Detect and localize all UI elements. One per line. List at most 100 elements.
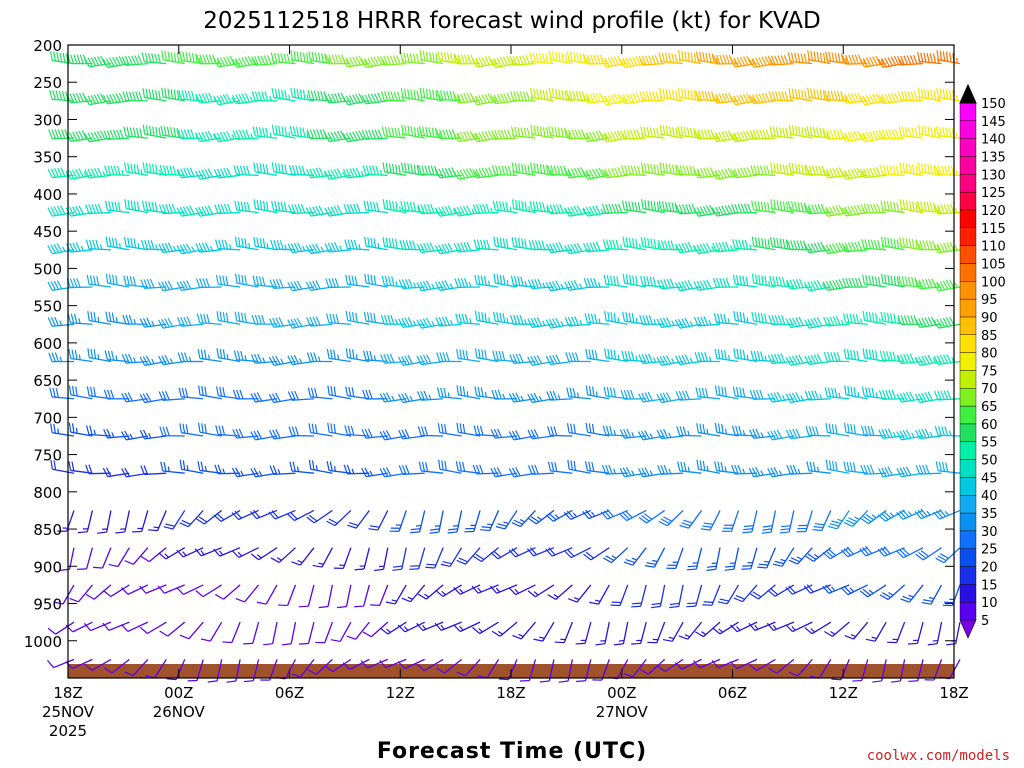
wind-barb-feather — [58, 90, 63, 101]
wind-barb-feather — [623, 561, 634, 566]
wind-barb-feather — [306, 516, 315, 524]
wind-barb-staff — [107, 137, 130, 141]
wind-barb — [491, 165, 518, 176]
wind-barb-feather — [166, 165, 170, 175]
wind-barb-feather — [847, 206, 853, 216]
wind-barb-feather — [937, 165, 942, 175]
wind-barb-feather — [213, 96, 219, 106]
wind-barb-feather — [877, 276, 881, 287]
wind-barb-feather — [244, 275, 247, 285]
wind-barb-feather — [311, 51, 315, 62]
wind-barb-feather — [421, 461, 426, 472]
wind-barb-staff — [709, 510, 721, 531]
wind-barb-feather — [327, 242, 333, 252]
wind-barb-feather — [90, 132, 97, 142]
wind-barb — [77, 510, 94, 534]
wind-barb-staff — [695, 584, 703, 607]
wind-barb-feather — [829, 316, 835, 326]
wind-barb-staff — [458, 357, 481, 363]
wind-barb-feather — [270, 52, 275, 62]
wind-barb-feather — [121, 468, 127, 478]
wind-barb-feather — [487, 55, 494, 65]
wind-barb — [85, 584, 112, 600]
wind-barb — [417, 426, 444, 437]
wind-barb-staff — [52, 432, 75, 437]
wind-barb-feather — [681, 50, 684, 61]
wind-barb-feather — [244, 312, 247, 323]
wind-barb-half-feather — [97, 316, 100, 323]
wind-barb-feather — [936, 87, 939, 98]
wind-barb-staff — [439, 323, 462, 327]
wind-barb — [215, 274, 241, 288]
wind-barb-feather — [870, 426, 875, 436]
wind-barb-feather — [632, 93, 638, 103]
wind-barb-half-feather — [689, 320, 694, 327]
wind-barb-feather — [75, 131, 81, 141]
wind-barb-staff — [790, 96, 813, 102]
wind-barb — [545, 280, 573, 292]
wind-barb-feather — [628, 237, 632, 248]
wind-barb-feather — [110, 165, 115, 176]
wind-barb-feather — [315, 243, 321, 253]
wind-barb-feather — [281, 89, 284, 100]
wind-barb — [843, 348, 868, 363]
wind-barb-feather — [569, 90, 573, 100]
wind-barb-feather — [675, 355, 681, 365]
wind-barb-feather — [513, 519, 523, 525]
wind-barb-staff — [828, 584, 850, 594]
wind-barb — [327, 422, 351, 437]
wind-barb-feather — [278, 317, 284, 327]
wind-barb-feather — [348, 348, 352, 359]
wind-barb-feather — [59, 205, 66, 215]
wind-barb-staff — [162, 286, 185, 292]
wind-barb-feather — [872, 93, 878, 103]
wind-barb-staff — [753, 209, 776, 214]
wind-barb-feather — [748, 58, 755, 68]
wind-barb-feather — [583, 553, 592, 561]
wind-barb-feather — [871, 312, 875, 323]
wind-barb-feather — [425, 317, 432, 327]
wind-barb-feather — [902, 430, 909, 440]
wind-barb — [85, 464, 111, 475]
wind-barb-feather — [186, 167, 192, 177]
wind-barb — [859, 55, 887, 68]
wind-barb — [213, 93, 241, 106]
wind-barb — [547, 426, 573, 437]
wind-barb-feather — [481, 349, 484, 359]
wind-barb-staff — [294, 509, 315, 522]
wind-barb-feather — [751, 311, 755, 322]
wind-barb-feather — [201, 169, 207, 179]
wind-barb — [767, 429, 794, 441]
wind-barb-feather — [272, 429, 278, 439]
wind-barb-feather — [447, 167, 454, 177]
wind-barb-feather — [814, 204, 819, 214]
wind-barb-half-feather — [333, 466, 336, 472]
wind-barb — [176, 547, 204, 558]
wind-barb-feather — [49, 90, 53, 100]
wind-barb — [686, 547, 703, 571]
wind-barb-feather — [333, 131, 340, 141]
wind-barb — [123, 126, 148, 139]
wind-barb-half-feather — [668, 468, 672, 474]
wind-barb-feather — [785, 429, 792, 439]
wind-barb-feather — [125, 91, 130, 101]
wind-barb-feather — [639, 275, 644, 286]
wind-barb-staff — [355, 510, 370, 529]
wind-barb — [361, 428, 388, 439]
wind-barb-feather — [620, 130, 625, 140]
wind-barb-feather — [786, 240, 791, 250]
wind-barb-feather — [384, 275, 389, 286]
wind-barb-feather — [542, 202, 546, 212]
wind-barb-staff — [642, 435, 665, 441]
wind-barb — [84, 130, 112, 143]
wind-barb — [527, 278, 554, 290]
wind-barb-feather — [478, 132, 484, 141]
wind-barb — [389, 510, 407, 532]
wind-barb-feather — [933, 243, 939, 253]
wind-barb-feather — [505, 202, 509, 212]
wind-barb-feather — [518, 200, 521, 210]
wind-barb-staff — [938, 59, 961, 65]
wind-barb-feather — [706, 565, 717, 568]
wind-barb — [425, 547, 444, 569]
wind-barb-feather — [187, 129, 192, 139]
